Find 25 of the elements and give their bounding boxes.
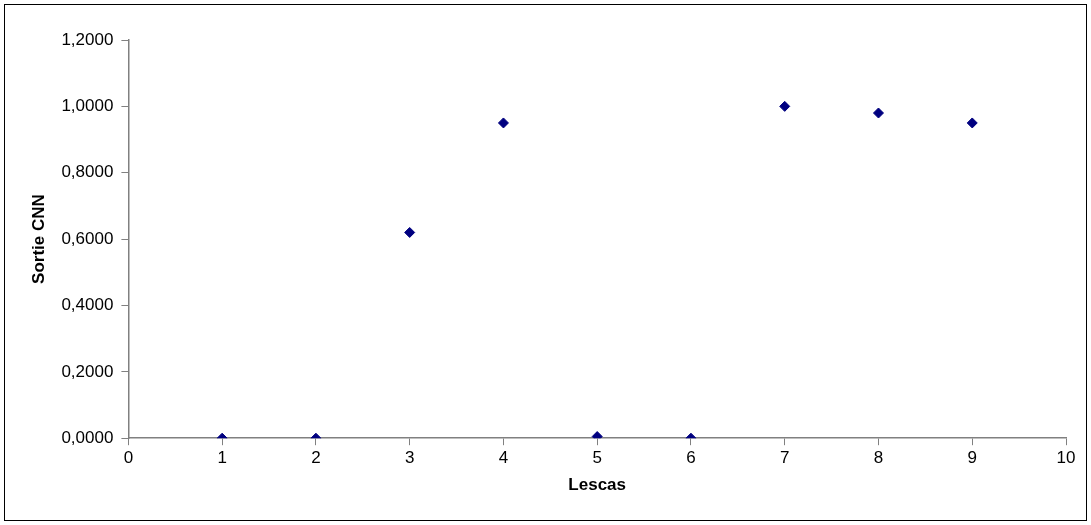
point: [404, 226, 416, 238]
point: [872, 107, 884, 119]
x-tick-label: 10: [1056, 448, 1076, 468]
x-tick-label: 2: [311, 448, 321, 468]
y-axis-title: Sortie CNN: [28, 194, 48, 284]
x-tick-label: 8: [873, 448, 884, 468]
x-axis-title: Lescas: [568, 475, 627, 495]
x-tick-label: 5: [592, 448, 602, 468]
point: [779, 100, 791, 112]
x-tick-label: 0: [123, 448, 134, 468]
y-tick-label: 0,8000: [61, 162, 114, 182]
x-tick-label: 6: [686, 448, 696, 468]
x-tick-label: 9: [967, 448, 977, 468]
y-tick-label: 0,0000: [61, 427, 114, 447]
point: [966, 117, 978, 129]
x-tick-label: 4: [498, 448, 509, 468]
x-tick-label: 1: [217, 448, 227, 468]
y-tick-label: 0,6000: [61, 228, 114, 248]
x-tick-label: 7: [779, 448, 790, 468]
y-tick-label: 0,4000: [61, 295, 114, 315]
y-tick-label: 0,2000: [61, 361, 114, 381]
x-tick-label: 3: [404, 448, 415, 468]
y-tick-label: 1,0000: [61, 96, 114, 116]
y-tick-label: 1,2000: [61, 29, 114, 49]
point: [497, 117, 509, 129]
